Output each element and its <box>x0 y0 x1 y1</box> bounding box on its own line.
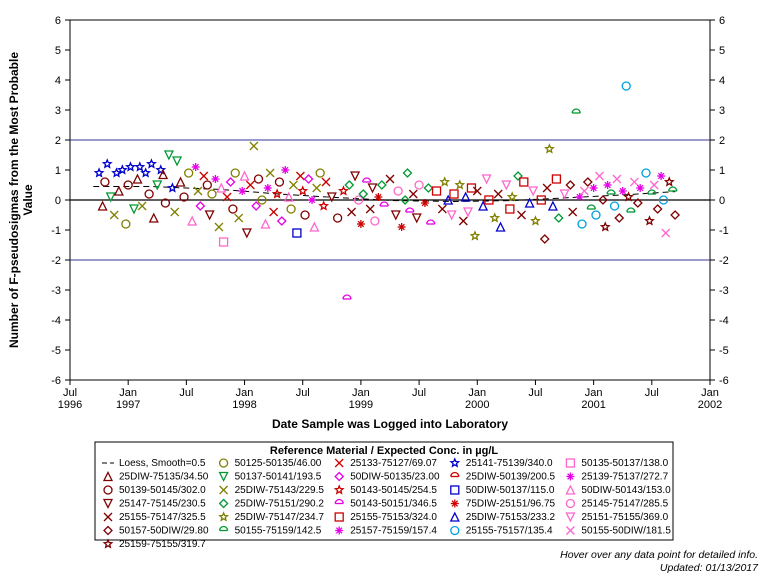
svg-text:2: 2 <box>719 135 725 147</box>
svg-text:50157-50DIW/29.80: 50157-50DIW/29.80 <box>119 526 209 537</box>
svg-text:2002: 2002 <box>698 399 722 411</box>
svg-text:50143-50145/254.5: 50143-50145/254.5 <box>350 485 437 496</box>
svg-text:25DIW-75143/229.5: 25DIW-75143/229.5 <box>235 485 325 496</box>
svg-text:3: 3 <box>719 105 725 117</box>
svg-text:0: 0 <box>55 195 61 207</box>
svg-text:-5: -5 <box>51 345 61 357</box>
svg-text:25DIW-75147/234.7: 25DIW-75147/234.7 <box>235 512 325 523</box>
svg-text:50155-75159/142.5: 50155-75159/142.5 <box>235 526 322 537</box>
svg-text:-3: -3 <box>719 285 729 297</box>
svg-text:-1: -1 <box>51 225 61 237</box>
svg-text:-2: -2 <box>51 255 61 267</box>
svg-text:25DIW-75153/233.2: 25DIW-75153/233.2 <box>466 512 556 523</box>
svg-text:Jan: Jan <box>468 387 486 399</box>
svg-text:25DIW-75135/34.50: 25DIW-75135/34.50 <box>119 472 209 483</box>
svg-text:50143-50151/346.5: 50143-50151/346.5 <box>350 499 437 510</box>
svg-text:-3: -3 <box>51 285 61 297</box>
svg-text:25159-75155/319.7: 25159-75155/319.7 <box>119 539 206 550</box>
svg-text:1999: 1999 <box>349 399 373 411</box>
svg-text:1: 1 <box>55 165 61 177</box>
svg-text:Jul: Jul <box>528 387 542 399</box>
svg-text:1998: 1998 <box>232 399 256 411</box>
svg-text:Jul: Jul <box>296 387 310 399</box>
svg-text:Value: Value <box>21 184 35 216</box>
svg-text:25139-75137/272.7: 25139-75137/272.7 <box>581 472 668 483</box>
svg-text:1996: 1996 <box>58 399 82 411</box>
svg-text:25141-75139/340.0: 25141-75139/340.0 <box>466 458 553 469</box>
svg-text:50DIW-50137/115.0: 50DIW-50137/115.0 <box>466 485 555 496</box>
svg-text:Jul: Jul <box>179 387 193 399</box>
svg-text:Jan: Jan <box>119 387 137 399</box>
svg-text:50139-50145/302.0: 50139-50145/302.0 <box>119 485 206 496</box>
chart-container: -6 -6 -5 -5 -4 -4 -3 -3 -2 -2 -1 -1 0 0 1 1 2 2 3 3 4 4 5 5 6 6 Ju… <box>0 0 768 576</box>
svg-text:25DIW-50139/200.5: 25DIW-50139/200.5 <box>466 472 556 483</box>
svg-text:50DIW-50143/153.0: 50DIW-50143/153.0 <box>581 485 671 496</box>
svg-text:-4: -4 <box>719 315 729 327</box>
svg-text:25151-75155/369.0: 25151-75155/369.0 <box>581 512 668 523</box>
svg-text:Updated: 01/13/2017: Updated: 01/13/2017 <box>660 562 759 574</box>
svg-text:Reference Material / Expected: Reference Material / Expected Conc. in µ… <box>270 445 499 457</box>
svg-text:Jan: Jan <box>352 387 370 399</box>
svg-text:5: 5 <box>55 45 61 57</box>
svg-text:Jan: Jan <box>236 387 254 399</box>
svg-text:1: 1 <box>719 165 725 177</box>
svg-text:50135-50137/138.0: 50135-50137/138.0 <box>581 458 668 469</box>
svg-text:-4: -4 <box>51 315 61 327</box>
svg-text:Number of F-pseudosigmas from: Number of F-pseudosigmas from the Most P… <box>7 52 21 348</box>
svg-text:25DIW-75151/290.2: 25DIW-75151/290.2 <box>235 499 325 510</box>
svg-text:25155-75147/325.5: 25155-75147/325.5 <box>119 512 206 523</box>
svg-text:1997: 1997 <box>116 399 140 411</box>
svg-text:Loess, Smooth=0.5: Loess, Smooth=0.5 <box>119 458 206 469</box>
svg-text:-2: -2 <box>719 255 729 267</box>
svg-text:Jul: Jul <box>645 387 659 399</box>
svg-text:Date Sample was Logged into La: Date Sample was Logged into Laboratory <box>272 417 508 431</box>
svg-text:25147-75145/230.5: 25147-75145/230.5 <box>119 499 206 510</box>
data-points[interactable] <box>95 82 679 299</box>
svg-text:50137-50141/193.5: 50137-50141/193.5 <box>235 472 322 483</box>
svg-text:Jul: Jul <box>412 387 426 399</box>
svg-text:50125-50135/46.00: 50125-50135/46.00 <box>235 458 322 469</box>
svg-text:75DIW-25151/96.75: 75DIW-25151/96.75 <box>466 499 556 510</box>
svg-text:4: 4 <box>55 75 61 87</box>
svg-text:25133-75127/69.07: 25133-75127/69.07 <box>350 458 437 469</box>
svg-text:-6: -6 <box>51 375 61 387</box>
svg-text:-6: -6 <box>719 375 729 387</box>
svg-text:50DIW-50135/23.00: 50DIW-50135/23.00 <box>350 472 440 483</box>
svg-text:5: 5 <box>719 45 725 57</box>
svg-text:25157-75159/157.4: 25157-75159/157.4 <box>350 526 437 537</box>
svg-text:4: 4 <box>719 75 725 87</box>
scatter-chart: -6 -6 -5 -5 -4 -4 -3 -3 -2 -2 -1 -1 0 0 1 1 2 2 3 3 4 4 5 5 6 6 Ju… <box>0 0 768 576</box>
svg-text:-5: -5 <box>719 345 729 357</box>
svg-text:2001: 2001 <box>581 399 605 411</box>
svg-text:Jan: Jan <box>701 387 719 399</box>
svg-text:-1: -1 <box>719 225 729 237</box>
svg-text:6: 6 <box>55 15 61 27</box>
svg-text:0: 0 <box>719 195 725 207</box>
svg-text:25145-75147/285.5: 25145-75147/285.5 <box>581 499 668 510</box>
svg-text:25155-75157/135.4: 25155-75157/135.4 <box>466 526 553 537</box>
svg-text:Jan: Jan <box>585 387 603 399</box>
svg-text:Jul: Jul <box>63 387 77 399</box>
svg-text:25155-75153/324.0: 25155-75153/324.0 <box>350 512 437 523</box>
svg-text:2000: 2000 <box>465 399 489 411</box>
svg-text:3: 3 <box>55 105 61 117</box>
svg-text:Hover over any data point for: Hover over any data point for detailed i… <box>560 549 758 561</box>
svg-text:2: 2 <box>55 135 61 147</box>
svg-text:50155-50DIW/181.5: 50155-50DIW/181.5 <box>581 526 671 537</box>
svg-text:6: 6 <box>719 15 725 27</box>
